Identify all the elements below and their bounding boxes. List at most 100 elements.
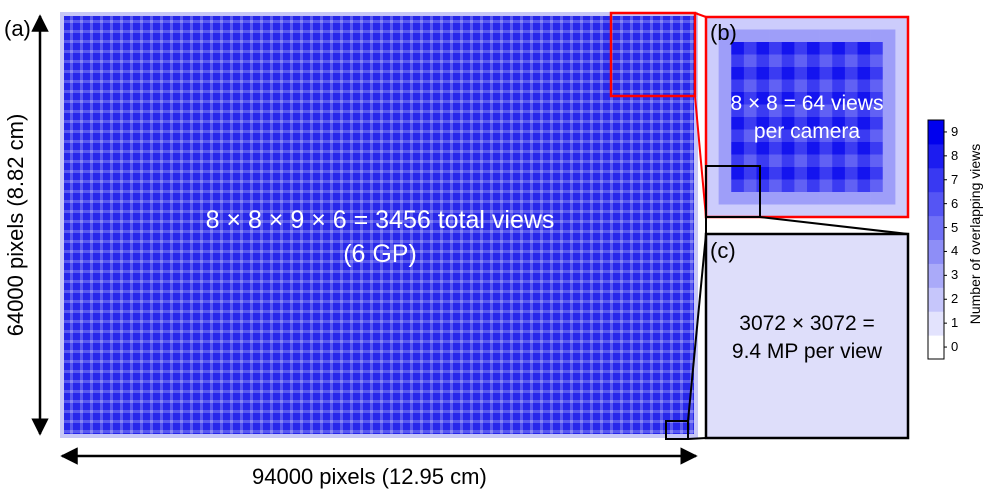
overlap-cell [743, 42, 757, 55]
overlap-cell [718, 42, 732, 55]
overlap-cell [857, 29, 871, 43]
overlap-cell [807, 192, 820, 205]
overlap-cell [781, 17, 795, 30]
overlap-cell [832, 17, 846, 30]
overlap-cell [769, 129, 783, 143]
overlap-cell [882, 42, 896, 55]
overlap-cell [882, 167, 896, 180]
overlap-cell [769, 142, 783, 155]
overlap-cell [807, 42, 820, 55]
overlap-cell [794, 179, 808, 193]
overlap-cell [895, 129, 909, 143]
overlap-cell [844, 179, 858, 193]
overlap-cell [706, 204, 719, 218]
overlap-cell [794, 129, 808, 143]
overlap-cell [870, 42, 884, 55]
overlap-cell [882, 192, 896, 205]
overlap-cell [706, 192, 719, 205]
mosaic-panel [60, 12, 698, 438]
overlap-cell [807, 142, 820, 155]
overlap-cell [807, 129, 820, 143]
overlap-cell [706, 17, 719, 30]
overlap-cell [769, 192, 783, 205]
overlap-cell [794, 79, 808, 93]
overlap-cell [895, 204, 909, 218]
overlap-cell [832, 129, 846, 143]
overlap-cell [781, 67, 795, 80]
overlap-cell [832, 204, 846, 218]
overlap-cell [844, 129, 858, 143]
colorbar-tick-label: 3 [951, 267, 959, 283]
overlap-cell [756, 204, 770, 218]
panel-b-cells [706, 17, 909, 218]
overlap-cell [819, 117, 833, 130]
overlap-cell [743, 104, 757, 118]
overlap-cell [832, 67, 846, 80]
overlap-cell [756, 17, 770, 30]
overlap-cell [743, 117, 757, 130]
panel-b [704, 15, 910, 219]
overlap-cell [870, 67, 884, 80]
overlap-cell [832, 179, 846, 193]
overlap-cell [743, 67, 757, 80]
overlap-cell [756, 104, 770, 118]
overlap-cell [769, 167, 783, 180]
overlap-cell [832, 117, 846, 130]
overlap-cell [807, 154, 820, 168]
overlap-cell [781, 154, 795, 168]
overlap-cell [794, 167, 808, 180]
overlap-cell [781, 167, 795, 180]
panel-b-frame [704, 15, 910, 219]
overlap-cell [706, 104, 719, 118]
overlap-cell [807, 29, 820, 43]
overlap-cell [882, 179, 896, 193]
overlap-cell [857, 42, 871, 55]
overlap-cell [743, 192, 757, 205]
panel-c-text-line2: 9.4 MP per view [731, 340, 883, 363]
overlap-cell [844, 192, 858, 205]
overlap-cell [807, 79, 820, 93]
overlap-cell [769, 117, 783, 130]
overlap-cell [743, 29, 757, 43]
overlap-cell [870, 17, 884, 30]
overlap-cell [844, 42, 858, 55]
overlap-cell [718, 204, 732, 218]
overlap-cell [844, 79, 858, 93]
overlap-cell [756, 117, 770, 130]
overlap-cell [857, 92, 871, 105]
overlap-cell [870, 129, 884, 143]
colorbar-step-1 [928, 311, 944, 336]
overlap-cell [769, 204, 783, 218]
panel-b-label: (b) [710, 20, 737, 45]
colorbar-step-5 [928, 215, 944, 240]
overlap-cell [731, 54, 745, 68]
panel-a-text-line1: 8 × 8 × 9 × 6 = 3456 total views [205, 206, 555, 234]
overlap-cell [819, 29, 833, 43]
overlap-cell [718, 117, 732, 130]
colorbar-tick-label: 7 [951, 171, 959, 187]
overlap-cell [718, 142, 732, 155]
overlap-cell [882, 67, 896, 80]
overlap-cell [706, 67, 719, 80]
overlap-cell [718, 17, 732, 30]
overlap-cell [832, 79, 846, 93]
overlap-cell [756, 179, 770, 193]
overlap-cell [870, 92, 884, 105]
overlap-cell [769, 179, 783, 193]
colorbar [927, 119, 947, 360]
overlap-cell [731, 192, 745, 205]
overlap-cell [844, 54, 858, 68]
overlap-cell [756, 67, 770, 80]
overlap-cell [731, 104, 745, 118]
overlap-cell [895, 142, 909, 155]
overlap-cell [781, 29, 795, 43]
overlap-cell [882, 142, 896, 155]
overlap-cell [895, 192, 909, 205]
overlap-cell [794, 92, 808, 105]
overlap-cell [706, 92, 719, 105]
overlap-cell [743, 54, 757, 68]
overlap-cell [819, 92, 833, 105]
overlap-cell [756, 79, 770, 93]
overlap-cell [781, 79, 795, 93]
colorbar-tick-label: 1 [951, 315, 959, 331]
